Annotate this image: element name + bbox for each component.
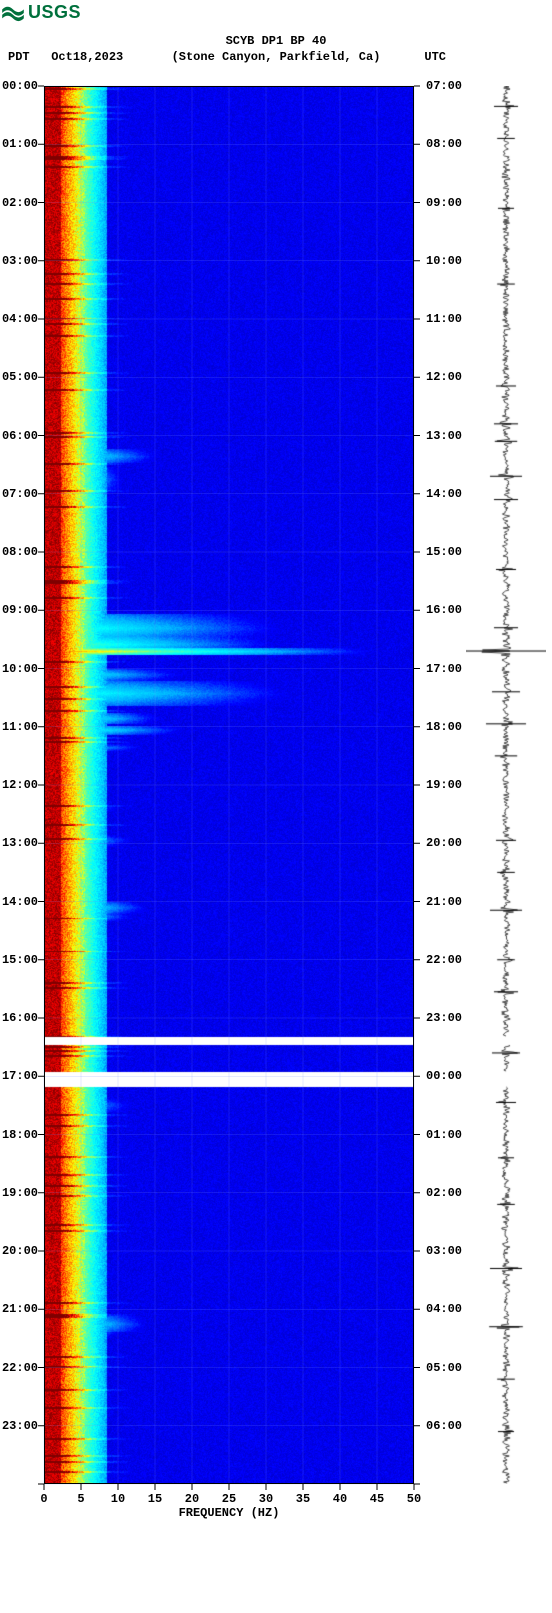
pdt-tick: 18:00	[2, 1128, 38, 1142]
spectrogram-plot	[44, 86, 414, 1484]
pdt-tick-labels: 00:0001:0002:0003:0004:0005:0006:0007:00…	[0, 86, 42, 1484]
utc-tick: 04:00	[426, 1302, 462, 1316]
pdt-tick: 20:00	[2, 1244, 38, 1258]
utc-tick: 20:00	[426, 836, 462, 850]
x-tick: 15	[148, 1492, 162, 1506]
x-tick: 50	[407, 1492, 421, 1506]
pdt-tick: 11:00	[2, 720, 38, 734]
pdt-tick: 05:00	[2, 370, 38, 384]
pdt-tick: 21:00	[2, 1302, 38, 1316]
pdt-tick: 17:00	[2, 1069, 38, 1083]
date-label: Oct18,2023	[51, 50, 123, 64]
utc-tick: 09:00	[426, 196, 462, 210]
utc-tick-labels: 07:0008:0009:0010:0011:0012:0013:0014:00…	[418, 86, 464, 1484]
pdt-tick: 03:00	[2, 254, 38, 268]
tz-left-label: PDT Oct18,2023	[8, 50, 123, 64]
tz-left: PDT	[8, 50, 30, 64]
utc-tick: 16:00	[426, 603, 462, 617]
pdt-tick: 14:00	[2, 895, 38, 909]
x-tick: 40	[333, 1492, 347, 1506]
x-axis-label: FREQUENCY (HZ)	[44, 1506, 414, 1520]
x-tick: 35	[296, 1492, 310, 1506]
x-tick: 30	[259, 1492, 273, 1506]
pdt-tick: 02:00	[2, 196, 38, 210]
utc-tick: 21:00	[426, 895, 462, 909]
tz-right-label: UTC	[424, 50, 446, 64]
utc-tick: 06:00	[426, 1419, 462, 1433]
pdt-tick: 23:00	[2, 1419, 38, 1433]
utc-tick: 18:00	[426, 720, 462, 734]
wave-icon	[2, 4, 24, 22]
utc-tick: 19:00	[426, 778, 462, 792]
utc-tick: 12:00	[426, 370, 462, 384]
pdt-tick: 09:00	[2, 603, 38, 617]
pdt-tick: 12:00	[2, 778, 38, 792]
pdt-tick: 06:00	[2, 429, 38, 443]
utc-tick: 00:00	[426, 1069, 462, 1083]
pdt-tick: 01:00	[2, 137, 38, 151]
waveform-trace	[466, 86, 546, 1484]
utc-tick: 14:00	[426, 487, 462, 501]
usgs-logo-text: USGS	[28, 2, 81, 23]
pdt-tick: 16:00	[2, 1011, 38, 1025]
pdt-tick: 15:00	[2, 953, 38, 967]
x-tick: 20	[185, 1492, 199, 1506]
page: USGS SCYB DP1 BP 40 PDT Oct18,2023 (Ston…	[0, 0, 552, 1613]
utc-tick: 05:00	[426, 1361, 462, 1375]
pdt-tick: 22:00	[2, 1361, 38, 1375]
utc-tick: 07:00	[426, 79, 462, 93]
utc-tick: 02:00	[426, 1186, 462, 1200]
utc-tick: 15:00	[426, 545, 462, 559]
x-tick: 25	[222, 1492, 236, 1506]
usgs-logo: USGS	[2, 2, 81, 23]
utc-tick: 13:00	[426, 429, 462, 443]
pdt-tick: 13:00	[2, 836, 38, 850]
utc-tick: 01:00	[426, 1128, 462, 1142]
utc-tick: 03:00	[426, 1244, 462, 1258]
pdt-tick: 07:00	[2, 487, 38, 501]
utc-tick: 10:00	[426, 254, 462, 268]
x-tick: 45	[370, 1492, 384, 1506]
spectrogram-canvas	[44, 86, 414, 1484]
pdt-tick: 00:00	[2, 79, 38, 93]
x-tick: 0	[40, 1492, 47, 1506]
x-tick: 5	[77, 1492, 84, 1506]
location-label: (Stone Canyon, Parkfield, Ca)	[172, 50, 381, 64]
pdt-tick: 08:00	[2, 545, 38, 559]
utc-tick: 11:00	[426, 312, 462, 326]
pdt-tick: 10:00	[2, 662, 38, 676]
chart-title: SCYB DP1 BP 40	[0, 34, 552, 48]
utc-tick: 23:00	[426, 1011, 462, 1025]
pdt-tick: 19:00	[2, 1186, 38, 1200]
utc-tick: 08:00	[426, 137, 462, 151]
utc-tick: 17:00	[426, 662, 462, 676]
pdt-tick: 04:00	[2, 312, 38, 326]
utc-tick: 22:00	[426, 953, 462, 967]
x-tick: 10	[111, 1492, 125, 1506]
